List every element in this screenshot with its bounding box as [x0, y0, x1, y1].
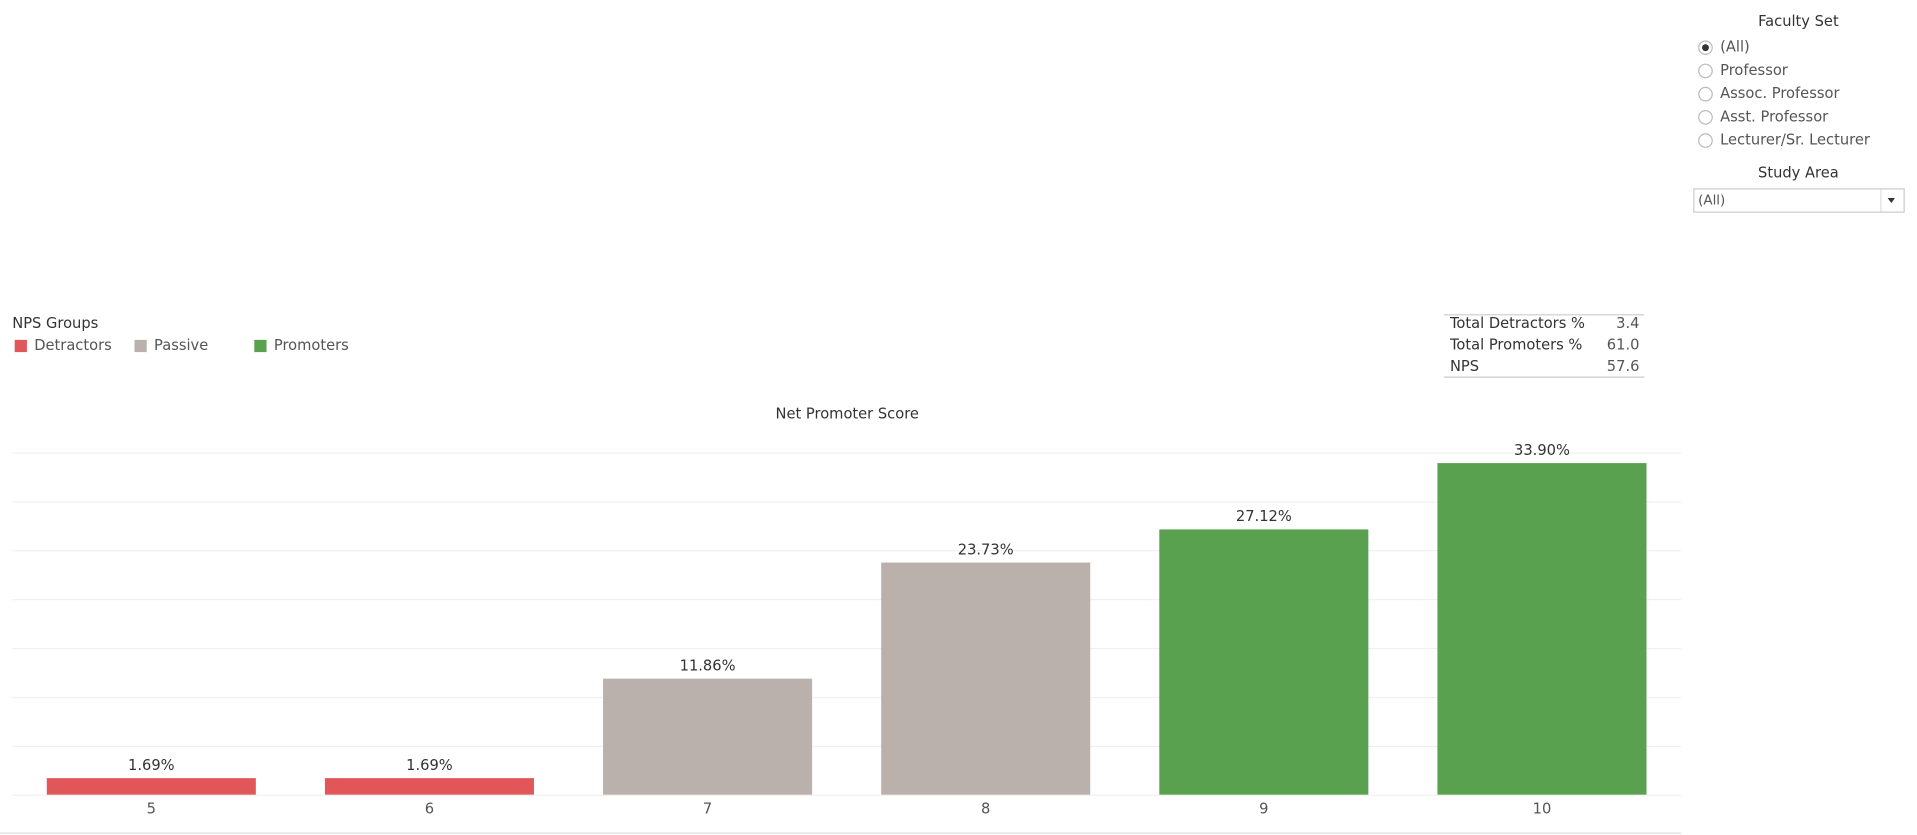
radio-button[interactable] [1698, 86, 1713, 102]
dropdown-value: (All) [1698, 193, 1725, 208]
radio-label[interactable]: Assoc. Professor [1720, 85, 1840, 102]
summary-value: 61.0 [1607, 336, 1640, 353]
x-tick-label: 6 [425, 800, 434, 817]
legend-title: NPS Groups [12, 315, 98, 332]
summary-table: Total Detractors % 3.4 Total Promoters % 61… [1449, 315, 1639, 375]
legend-label: Promoters [274, 337, 349, 354]
legend-swatch [134, 339, 147, 353]
bar [46, 778, 256, 795]
x-tick-label: 7 [703, 800, 712, 817]
radio-button[interactable] [1698, 110, 1713, 125]
data-label: 23.73% [958, 541, 1014, 558]
data-label: 33.90% [1514, 442, 1570, 459]
chart-title: Net Promoter Score [776, 405, 919, 422]
bar [324, 778, 534, 795]
plot: 5 1.69% 6 1.69% 7 11.86% 8 23.73% 9 27.12% 10 33.90… [12, 442, 1682, 817]
summary-value: 57.6 [1607, 358, 1640, 375]
bar [881, 562, 1091, 795]
legend-swatch [14, 339, 27, 353]
legend-swatch [254, 339, 267, 353]
x-tick-label: 8 [981, 800, 990, 817]
data-label: 1.69% [406, 757, 453, 774]
x-tick-label: 10 [1533, 800, 1552, 817]
bar [603, 678, 813, 795]
radio-button[interactable] [1698, 63, 1713, 79]
dropdown-arrow[interactable] [1887, 198, 1895, 203]
radio-dot[interactable] [1702, 44, 1709, 52]
data-label: 1.69% [128, 757, 175, 774]
summary-label: Total Promoters % [1449, 336, 1582, 353]
radio-label[interactable]: (All) [1720, 39, 1750, 56]
summary-label: Total Detractors % [1449, 315, 1585, 332]
radio-label[interactable]: Lecturer/Sr. Lecturer [1720, 132, 1871, 149]
radio-label[interactable]: Professor [1720, 62, 1789, 79]
legend: Detractors Passive Promoters [14, 337, 349, 354]
summary-value: 3.4 [1616, 315, 1639, 332]
legend-label: Detractors [34, 337, 112, 354]
summary-label: NPS [1450, 358, 1479, 375]
bar [1159, 529, 1369, 795]
filter-title: Study Area [1758, 165, 1839, 182]
filter-title: Faculty Set [1758, 13, 1839, 30]
x-tick-label: 5 [147, 800, 156, 817]
radio-button[interactable] [1698, 133, 1713, 148]
radio-label[interactable]: Asst. Professor [1720, 108, 1829, 125]
radio-group: (All) Professor Assoc. Professor Asst. Prof… [1698, 39, 1871, 149]
legend-label: Passive [154, 337, 208, 354]
data-label: 27.12% [1236, 508, 1292, 525]
x-tick-label: 9 [1259, 800, 1268, 817]
data-label: 11.86% [680, 657, 736, 674]
dropdown[interactable] [1693, 188, 1905, 213]
bar [1437, 463, 1647, 795]
